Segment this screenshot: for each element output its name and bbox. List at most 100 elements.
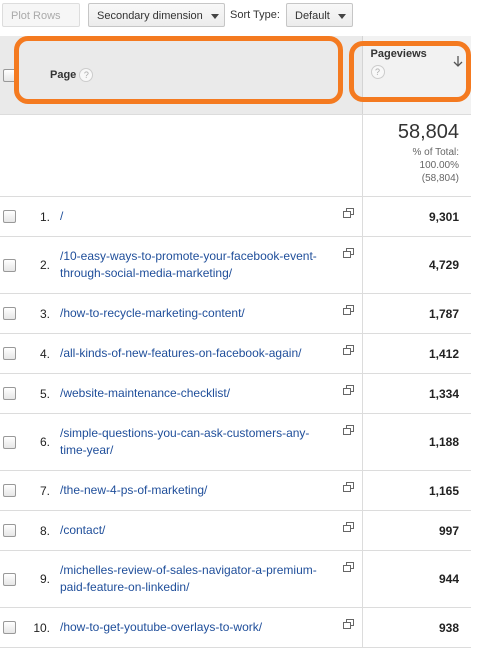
table-row: 5./website-maintenance-checklist/1,334 [0,373,472,414]
checkbox[interactable] [3,387,16,400]
open-link-icon[interactable] [342,248,354,258]
checkbox-cell [0,293,24,334]
page-link[interactable]: /the-new-4-ps-of-marketing/ [60,483,208,497]
pageviews-value: 1,787 [361,293,472,334]
pageviews-header[interactable]: Pageviews ? [361,36,472,115]
page-cell: /contact/ [60,510,363,551]
rank: 2. [24,236,60,294]
checkbox[interactable] [3,435,16,449]
rank: 3. [24,293,60,334]
open-link-icon[interactable] [342,425,354,435]
rank: 5. [24,373,60,414]
data-table: Page ? Pageviews ? 58,804 % of Total: 10… [0,36,472,648]
rank: 1. [24,196,60,237]
open-link-icon[interactable] [342,562,354,572]
rank: 7. [24,470,60,511]
checkbox-cell [0,373,24,414]
help-icon[interactable]: ? [370,65,385,79]
open-link-icon[interactable] [342,208,354,218]
checkbox[interactable] [3,210,16,223]
caret [337,13,346,19]
table-row: 4./all-kinds-of-new-features-on-facebook… [0,333,472,374]
page-link[interactable]: /contact/ [60,523,106,537]
total-value: 58,804 [397,121,460,143]
page-cell: / [60,196,363,237]
checkbox[interactable] [3,347,16,360]
checkbox-cell [0,236,24,294]
column-title: Page [50,69,77,81]
rank: 9. [24,550,60,608]
rank: 4. [24,333,60,374]
help-icon[interactable]: ? [79,68,94,82]
totals-row: 58,804 % of Total: 100.00% (58,804) [0,114,472,197]
checkbox[interactable] [3,621,16,634]
sort-type-label: Sort Type: [230,9,280,21]
page-header[interactable]: Page ? [24,36,363,115]
open-link-icon[interactable] [342,385,354,395]
checkbox[interactable] [3,68,16,82]
page-link[interactable]: /all-kinds-of-new-features-on-facebook-a… [60,346,302,360]
toolbar: Plot Rows Secondary dimension Sort Type:… [0,0,477,32]
pageviews-value: 1,165 [361,470,472,511]
pageviews-value: 4,729 [361,236,472,294]
table-row: 9./michelles-review-of-sales-navigator-a… [0,550,472,608]
page-link[interactable]: /simple-questions-you-can-ask-customers-… [60,426,310,457]
sort-arrow [453,56,463,67]
button-label: Plot Rows [11,10,61,22]
checkbox-cell [0,550,24,608]
checkbox[interactable] [3,524,16,537]
secondary-dimension-dropdown[interactable]: Secondary dimension [88,3,225,27]
pageviews-value: 944 [361,550,472,608]
pageviews-value: 9,301 [361,196,472,237]
sort-type-dropdown[interactable]: Default [286,3,353,27]
pageviews-value: 938 [361,607,472,648]
page-link[interactable]: /how-to-get-youtube-overlays-to-work/ [60,620,263,634]
rank: 6. [24,413,60,471]
page-cell: /simple-questions-you-can-ask-customers-… [60,413,363,471]
table-row: 7./the-new-4-ps-of-marketing/1,165 [0,470,472,511]
checkbox[interactable] [3,307,16,320]
table-row: 1./ 9,301 [0,196,472,237]
table-row: 3./how-to-recycle-marketing-content/1,78… [0,293,472,334]
pageviews-value: 997 [361,510,472,551]
checkbox-cell [0,413,24,471]
page-link[interactable]: / [60,209,64,223]
dropdown-label: Secondary dimension [97,10,203,22]
rank: 10. [24,607,60,648]
dropdown-label: Default [295,10,330,22]
total-paren: (58,804) [421,173,460,184]
page-cell: /10-easy-ways-to-promote-your-facebook-e… [60,236,363,294]
checkbox[interactable] [3,572,16,586]
checkbox-cell [0,510,24,551]
checkbox[interactable] [3,258,16,272]
page-cell: /website-maintenance-checklist/ [60,373,363,414]
table-row: 10./how-to-get-youtube-overlays-to-work/… [0,607,472,648]
page-cell: /all-kinds-of-new-features-on-facebook-a… [60,333,363,374]
open-link-icon[interactable] [342,522,354,532]
open-link-icon[interactable] [342,482,354,492]
header-row: Page ? Pageviews ? [0,36,472,115]
table-row: 6./simple-questions-you-can-ask-customer… [0,413,472,471]
checkbox[interactable] [3,484,16,497]
open-link-icon[interactable] [342,305,354,315]
plot-rows-button[interactable]: Plot Rows [2,3,80,27]
page-cell: /the-new-4-ps-of-marketing/ [60,470,363,511]
page-cell: /how-to-recycle-marketing-content/ [60,293,363,334]
page-link[interactable]: /website-maintenance-checklist/ [60,386,231,400]
open-link-icon[interactable] [342,619,354,629]
percent: 100.00% [419,160,460,171]
page-link[interactable]: /10-easy-ways-to-promote-your-facebook-e… [60,249,317,280]
page-link[interactable]: /how-to-recycle-marketing-content/ [60,306,245,320]
open-link-icon[interactable] [342,345,354,355]
pageviews-value: 1,412 [361,333,472,374]
percent-label: % of Total: [412,147,460,158]
column-title: Pageviews [370,48,427,60]
checkbox-cell [0,196,24,237]
page-cell: /michelles-review-of-sales-navigator-a-p… [60,550,363,608]
page-link[interactable]: /michelles-review-of-sales-navigator-a-p… [60,563,317,594]
rank: 8. [24,510,60,551]
caret [210,13,219,19]
pageviews-value: 1,334 [361,373,472,414]
totals-cell: 58,804 % of Total: 100.00% (58,804) [362,114,472,197]
